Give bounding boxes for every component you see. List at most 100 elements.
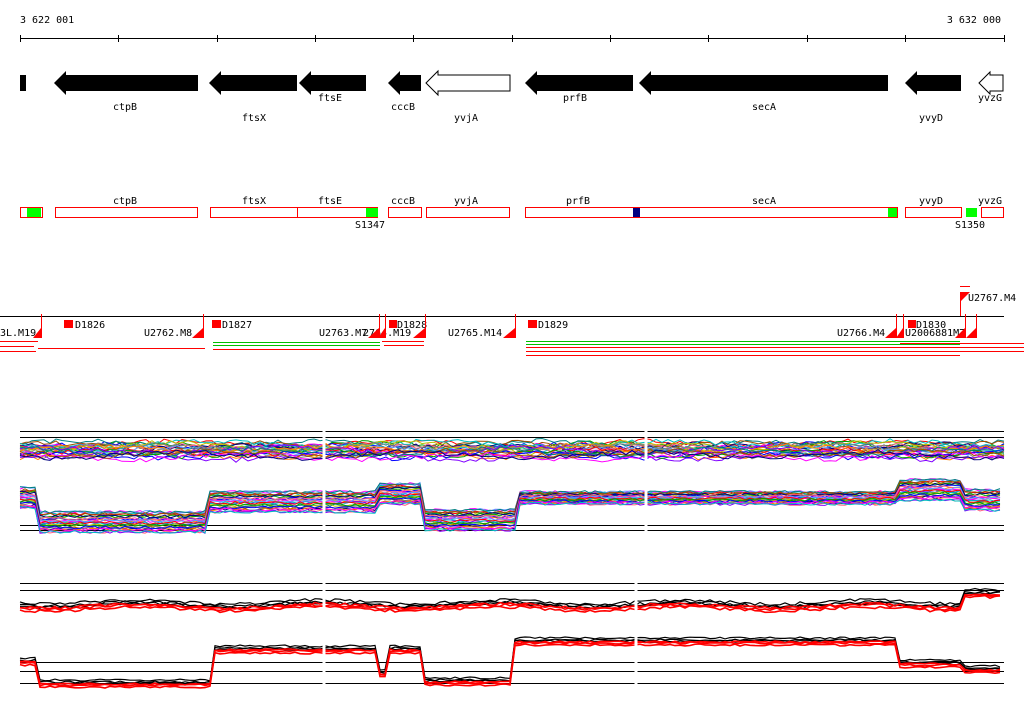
gene-label: ftsX (242, 113, 266, 124)
gene-box-label: cccB (391, 196, 415, 207)
feature-end-triangle (955, 328, 965, 338)
feature-end-triangle (885, 328, 896, 338)
feature-marker[interactable] (960, 292, 970, 302)
d-marker[interactable] (212, 320, 221, 328)
profile-line (19, 491, 1001, 528)
gene-box-yvzG[interactable] (981, 207, 1004, 218)
feature-end-triangle (192, 328, 203, 338)
gene-box-ftsX[interactable] (210, 207, 298, 218)
profile-line (19, 438, 1005, 450)
start-coordinate: 3 622 001 (20, 15, 74, 26)
gene-box-yvyD[interactable] (905, 207, 962, 218)
site-marker[interactable] (888, 208, 897, 217)
gene-box-label: ftsE (318, 196, 342, 207)
feature-label: U2767.M4 (968, 293, 1016, 304)
feature-end-triangle (503, 328, 515, 338)
feature-label: U2766.M4 (837, 328, 885, 339)
profile-line (19, 480, 1001, 517)
gene-box-ctpB[interactable] (55, 207, 198, 218)
summary-line (19, 643, 1001, 689)
profile-line (19, 446, 1005, 458)
d-marker[interactable] (528, 320, 537, 328)
profile-line (19, 493, 1001, 530)
feature-label: U2006881M7 (905, 328, 965, 339)
gene-yvyD[interactable]: yvyD (905, 71, 961, 124)
site-marker-S1347[interactable] (366, 208, 378, 217)
gene-label: ctpB (113, 102, 137, 113)
gene-ctpB[interactable]: ctpB (54, 71, 198, 113)
summary-line (19, 594, 1001, 614)
profile-line (19, 482, 1001, 519)
gene-label: ftsE (318, 93, 342, 104)
expression-profiles-summary (19, 578, 1004, 690)
feature-end-triangle (966, 328, 976, 338)
profile-line (19, 493, 1001, 530)
end-coordinate: 3 632 000 (947, 15, 1001, 26)
feature-label: D1829 (538, 320, 568, 331)
gene-box-prfB-secA[interactable] (525, 207, 898, 218)
gene-ftsE[interactable]: ftsE (299, 71, 366, 104)
site-marker[interactable] (27, 208, 41, 217)
feature-label: U2763.M7 (319, 328, 367, 339)
gene-box-label: prfB (566, 196, 590, 207)
summary-line (19, 636, 1001, 682)
profile-line (19, 484, 1001, 521)
gene-box-label: yvzG (978, 196, 1002, 207)
gene-label: yvyD (919, 113, 943, 124)
gene-label: prfB (563, 93, 587, 104)
gene-box-yvjA[interactable] (426, 207, 510, 218)
feature-label: D1830 (916, 320, 946, 331)
gene-box-label: ftsX (242, 196, 266, 207)
expression-profiles-multi (19, 428, 1005, 540)
gene-box-label: yvjA (454, 196, 478, 207)
gene-yvjA[interactable]: yvjA (425, 69, 511, 124)
gene-label: yvjA (454, 113, 478, 124)
site-marker-blue[interactable] (633, 208, 640, 217)
gene-box-ftsE[interactable] (297, 207, 378, 218)
summary-line (19, 640, 1001, 686)
feature-end-triangle (896, 328, 903, 338)
summary-line (19, 593, 1001, 611)
site-label: S1350 (955, 220, 985, 231)
feature-end-triangle (33, 328, 41, 338)
feature-label: D1828 (397, 320, 427, 331)
gene-label: cccB (391, 102, 415, 113)
profile-line (19, 449, 1005, 461)
transcript-segments (0, 341, 1024, 356)
feature-label: 3L.M19 (0, 328, 36, 339)
feature-label: 2764.M19 (363, 328, 411, 339)
feature-label: U2765.M14 (448, 328, 502, 339)
gene-yvzG[interactable]: yvzG (978, 70, 1004, 104)
gene-prfB[interactable]: prfB (525, 71, 633, 104)
gene-fragment-left (20, 75, 26, 91)
d-marker[interactable] (64, 320, 73, 328)
gene-box-label: ctpB (113, 196, 137, 207)
gene-label: secA (752, 102, 776, 113)
d-marker[interactable] (908, 320, 916, 328)
feature-end-triangle (368, 328, 379, 338)
feature-label: D1826 (75, 320, 105, 331)
gene-secA[interactable]: secA (639, 71, 888, 113)
feature-end-triangle (413, 328, 425, 338)
profile-line (19, 498, 1001, 534)
gene-cccB[interactable]: cccB (388, 71, 421, 113)
site-marker-S1350[interactable] (966, 208, 977, 217)
feature-end-triangle (378, 328, 385, 338)
profile-line (19, 484, 1001, 521)
coordinate-ruler: 3 622 001 3 632 000 (20, 15, 1005, 42)
gene-box-label: secA (752, 196, 776, 207)
feature-end-markers (33, 314, 977, 338)
gene-ftsX[interactable]: ftsX (209, 71, 297, 124)
profile-line (19, 450, 1005, 463)
site-label: S1347 (355, 220, 385, 231)
d-marker[interactable] (389, 320, 397, 328)
gene-arrow-track: ctpB ftsX ftsE cccB yvjA prfB secA yvyD (20, 69, 1004, 124)
profile-line (19, 495, 1001, 532)
profile-line (19, 486, 1001, 523)
feature-label: U2762.M8 (144, 328, 192, 339)
gene-label: yvzG (978, 93, 1002, 104)
gene-box-cccB[interactable] (388, 207, 422, 218)
feature-track: U2767.M4 D1826 D1827 D1828 D1829 D1830 3… (0, 286, 1024, 356)
summary-line (19, 587, 1001, 606)
